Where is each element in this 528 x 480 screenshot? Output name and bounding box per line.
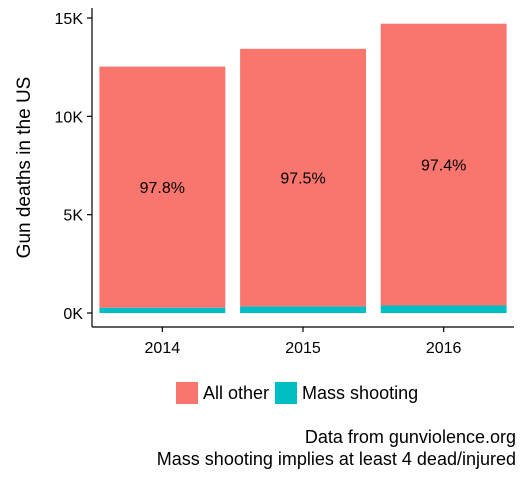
y-ticks-group: 0K 5K 10K 15K	[55, 11, 92, 323]
bar-label-2014: 97.8%	[140, 180, 185, 197]
caption: Data from gunviolence.org Mass shooting …	[157, 426, 516, 470]
y-tick-label-5K: 5K	[63, 208, 83, 225]
legend-key-mass-shooting	[275, 382, 298, 404]
bar-mass-shooting-2015	[240, 306, 366, 313]
legend-key-all-other	[176, 382, 198, 404]
bar-all-other-2015	[240, 48, 366, 307]
bar-all-other-2014	[99, 66, 226, 308]
caption-line-source: Data from gunviolence.org	[304, 427, 516, 447]
y-tick-label-0K: 0K	[63, 306, 83, 323]
legend-item-all-other: All other	[176, 382, 269, 404]
legend-item-mass-shooting: Mass shooting	[275, 382, 418, 404]
x-tick-label-2015: 2015	[285, 340, 321, 357]
legend-label-all-other: All other	[203, 382, 270, 403]
bar-all-other-2016	[380, 23, 507, 306]
bar-labels-group: 97.8% 97.5% 97.4%	[140, 158, 467, 198]
bar-mass-shooting-2016	[380, 305, 507, 313]
y-tick-label-10K: 10K	[55, 109, 84, 126]
x-tick-label-2016: 2016	[426, 340, 462, 357]
y-axis-title: Gun deaths in the US	[14, 77, 35, 259]
legend: All other Mass shooting	[176, 382, 424, 404]
bar-label-2016: 97.4%	[421, 158, 466, 175]
legend-label-mass-shooting: Mass shooting	[302, 382, 419, 403]
caption-line-definition: Mass shooting implies at least 4 dead/in…	[156, 449, 516, 469]
bar-mass-shooting-2014	[99, 307, 226, 313]
bars-group	[99, 23, 507, 313]
x-tick-label-2014: 2014	[145, 340, 181, 357]
x-ticks-group: 2014 2015 2016	[145, 327, 462, 357]
y-tick-label-15K: 15K	[55, 11, 84, 28]
bar-label-2015: 97.5%	[280, 171, 325, 188]
